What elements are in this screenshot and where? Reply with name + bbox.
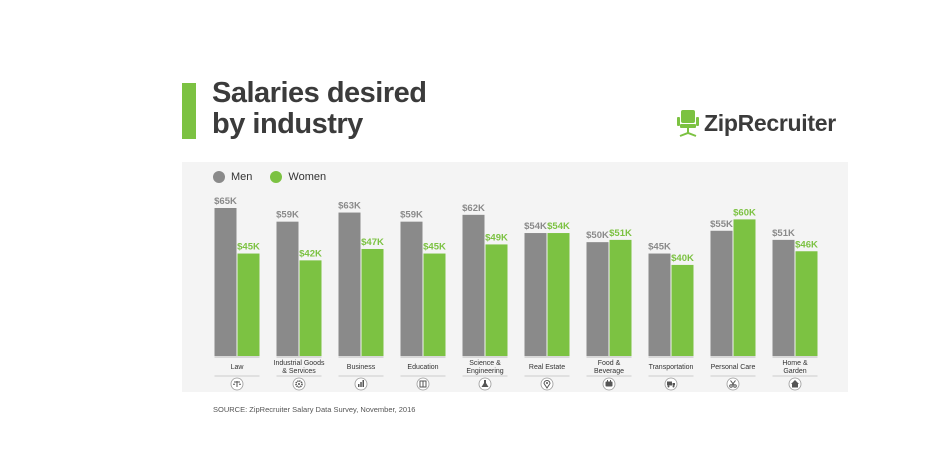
category-label: Home & Garden — [782, 360, 808, 375]
category-label: Business — [347, 364, 376, 371]
value-label-men: $65K — [214, 196, 237, 207]
category-group: $65K $45K Law — [214, 196, 260, 391]
bar-women — [361, 248, 384, 356]
title-line-2: by industry — [212, 108, 363, 140]
value-label-men: $59K — [400, 210, 423, 221]
scales-icon — [230, 377, 244, 391]
bar-men — [214, 208, 237, 356]
value-label-women: $54K — [547, 221, 570, 232]
category-group: $63K $47K Business — [338, 201, 384, 391]
category-group: $62K $49K Science & Engineering — [462, 203, 508, 391]
bar-women — [795, 251, 818, 356]
category-label: Personal Care — [711, 364, 756, 371]
category-group: $59K $42K Industrial Goods & Services — [274, 210, 325, 391]
food-icon — [602, 377, 616, 391]
value-label-women: $51K — [609, 228, 632, 239]
category-label: Science & Engineering — [466, 360, 503, 375]
category-label: Industrial Goods & Services — [274, 360, 325, 375]
bar-men — [400, 221, 423, 356]
bar-women — [237, 253, 260, 356]
location-pin-icon — [540, 377, 554, 391]
bar-men — [586, 242, 609, 356]
bar-women — [423, 253, 446, 356]
category-group: $51K$46K Home & Garden — [772, 228, 818, 391]
chart-legend: Men Women — [213, 171, 344, 183]
category-label: Transportation — [649, 364, 694, 371]
value-label-men: $45K — [648, 242, 671, 253]
truck-icon — [664, 377, 678, 391]
scissors-icon — [726, 377, 740, 391]
value-label-women: $45K — [423, 242, 446, 253]
value-label-men: $54K — [524, 221, 547, 232]
bar-men — [710, 230, 733, 356]
value-label-men: $59K — [276, 210, 299, 221]
logo-text: ZipRecruiter — [704, 109, 836, 136]
bar-women — [299, 260, 322, 356]
value-label-men: $51K — [772, 228, 795, 239]
bar-chart-icon — [354, 377, 368, 391]
category-group: $54K $54K Real Estate — [524, 221, 570, 391]
bar-men — [648, 253, 671, 356]
value-label-men: $63K — [338, 201, 361, 212]
bar-men — [772, 239, 795, 356]
bar-women — [733, 219, 756, 356]
title-line-1: Salaries desired — [212, 77, 427, 109]
category-label: Law — [231, 364, 245, 371]
legend-label-men: Men — [231, 171, 253, 183]
category-group: $45K$40K Transportation — [648, 242, 694, 391]
source-note: SOURCE: ZipRecruiter Salary Data Survey,… — [213, 405, 416, 414]
legend-label-women: Women — [288, 171, 327, 183]
value-label-men: $62K — [462, 203, 485, 214]
value-label-women: $45K — [237, 242, 260, 253]
office-chair-icon — [677, 110, 699, 137]
book-icon — [416, 377, 430, 391]
value-label-women: $42K — [299, 248, 322, 259]
bar-women — [485, 244, 508, 356]
legend-item-women: Women — [270, 171, 326, 183]
value-label-women: $49K — [485, 232, 508, 243]
legend-item-men: Men — [213, 171, 252, 183]
legend-swatch-women — [270, 171, 283, 183]
bar-men — [462, 214, 485, 356]
bar-men — [276, 221, 299, 356]
bar-men — [338, 212, 361, 356]
value-label-women: $46K — [795, 239, 818, 250]
category-label: Education — [407, 364, 438, 371]
value-label-men: $55K — [710, 219, 733, 230]
page-title: Salaries desired by industry — [212, 77, 427, 140]
ziprecruiter-logo: ZipRecruiter — [676, 108, 836, 138]
category-label: Real Estate — [529, 364, 565, 371]
value-label-men: $50K — [586, 230, 609, 241]
bar-women — [547, 233, 570, 356]
category-group: $55K$60K Personal Care — [710, 207, 756, 391]
value-label-women: $60K — [733, 207, 756, 218]
category-group: $59K $45K Education — [400, 210, 446, 391]
title-accent-bar — [182, 83, 196, 139]
house-icon — [788, 377, 802, 391]
gear-icon — [292, 377, 306, 391]
value-label-women: $47K — [361, 237, 384, 248]
legend-swatch-men — [213, 171, 225, 183]
category-group: $50K $51K Food & Beverage — [586, 228, 632, 391]
bar-women — [671, 264, 694, 356]
category-label: Food & Beverage — [594, 360, 624, 375]
bar-women — [609, 239, 632, 356]
bar-men — [524, 233, 547, 356]
value-label-women: $40K — [671, 253, 694, 264]
flask-icon — [478, 377, 492, 391]
